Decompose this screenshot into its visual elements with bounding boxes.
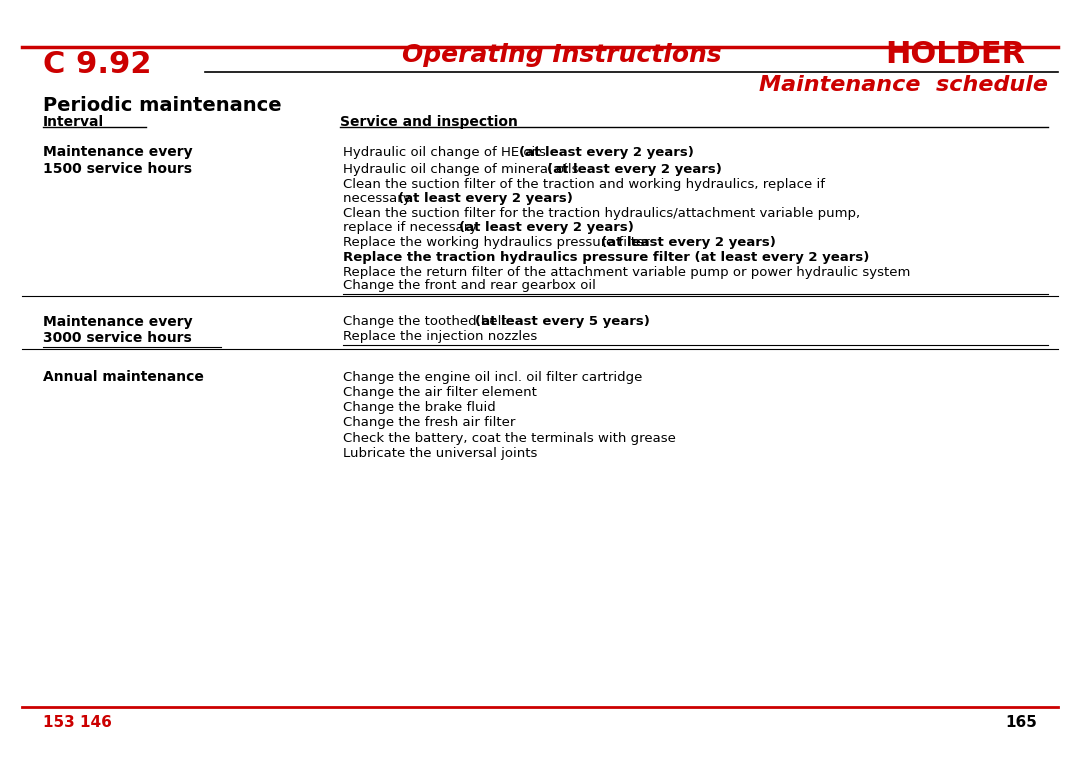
Text: Check the battery, coat the terminals with grease: Check the battery, coat the terminals wi… bbox=[343, 431, 676, 445]
Text: Change the air filter element: Change the air filter element bbox=[343, 386, 538, 399]
Text: Replace the traction hydraulics pressure filter (at least every 2 years): Replace the traction hydraulics pressure… bbox=[343, 251, 869, 264]
Text: 165: 165 bbox=[1004, 715, 1037, 730]
Text: Maintenance every: Maintenance every bbox=[43, 315, 193, 328]
Text: necessary: necessary bbox=[343, 191, 416, 205]
Text: Replace the working hydraulics pressure filter: Replace the working hydraulics pressure … bbox=[343, 235, 654, 249]
Text: (at least every 2 years): (at least every 2 years) bbox=[546, 162, 721, 176]
Text: Clean the suction filter for the traction hydraulics/attachment variable pump,: Clean the suction filter for the tractio… bbox=[343, 207, 861, 220]
Text: Annual maintenance: Annual maintenance bbox=[43, 370, 204, 384]
Text: Replace the return filter of the attachment variable pump or power hydraulic sys: Replace the return filter of the attachm… bbox=[343, 265, 910, 279]
Text: (at least every 2 years): (at least every 2 years) bbox=[519, 146, 694, 159]
Text: Periodic maintenance: Periodic maintenance bbox=[43, 96, 282, 114]
Text: Change the engine oil incl. oil filter cartridge: Change the engine oil incl. oil filter c… bbox=[343, 370, 643, 384]
Text: Operating Instructions: Operating Instructions bbox=[402, 43, 721, 67]
Text: 1500 service hours: 1500 service hours bbox=[43, 162, 192, 176]
Text: replace if necessary: replace if necessary bbox=[343, 220, 482, 234]
Text: Hydraulic oil change of mineral oils: Hydraulic oil change of mineral oils bbox=[343, 162, 583, 176]
Text: (at least every 2 years): (at least every 2 years) bbox=[459, 220, 634, 234]
Text: 3000 service hours: 3000 service hours bbox=[43, 331, 192, 345]
Text: Maintenance  schedule: Maintenance schedule bbox=[758, 75, 1048, 95]
Text: Lubricate the universal joints: Lubricate the universal joints bbox=[343, 447, 538, 460]
Text: C 9.92: C 9.92 bbox=[43, 50, 151, 79]
Text: Service and inspection: Service and inspection bbox=[340, 115, 518, 129]
Text: Change the brake fluid: Change the brake fluid bbox=[343, 401, 496, 415]
Text: Maintenance every: Maintenance every bbox=[43, 146, 193, 159]
Text: Change the toothed belt: Change the toothed belt bbox=[343, 315, 511, 328]
Text: Hydraulic oil change of HE oils: Hydraulic oil change of HE oils bbox=[343, 146, 551, 159]
Text: (at least every 2 years): (at least every 2 years) bbox=[602, 235, 777, 249]
Text: Interval: Interval bbox=[43, 115, 105, 129]
Text: (at least every 2 years): (at least every 2 years) bbox=[399, 191, 573, 205]
Text: (at least every 5 years): (at least every 5 years) bbox=[475, 315, 650, 328]
Text: Replace the injection nozzles: Replace the injection nozzles bbox=[343, 330, 538, 344]
Text: HOLDER: HOLDER bbox=[886, 40, 1026, 69]
Text: Clean the suction filter of the traction and working hydraulics, replace if: Clean the suction filter of the traction… bbox=[343, 178, 825, 191]
Text: 153 146: 153 146 bbox=[43, 715, 112, 730]
Text: Change the fresh air filter: Change the fresh air filter bbox=[343, 416, 516, 430]
Text: Change the front and rear gearbox oil: Change the front and rear gearbox oil bbox=[343, 279, 596, 293]
